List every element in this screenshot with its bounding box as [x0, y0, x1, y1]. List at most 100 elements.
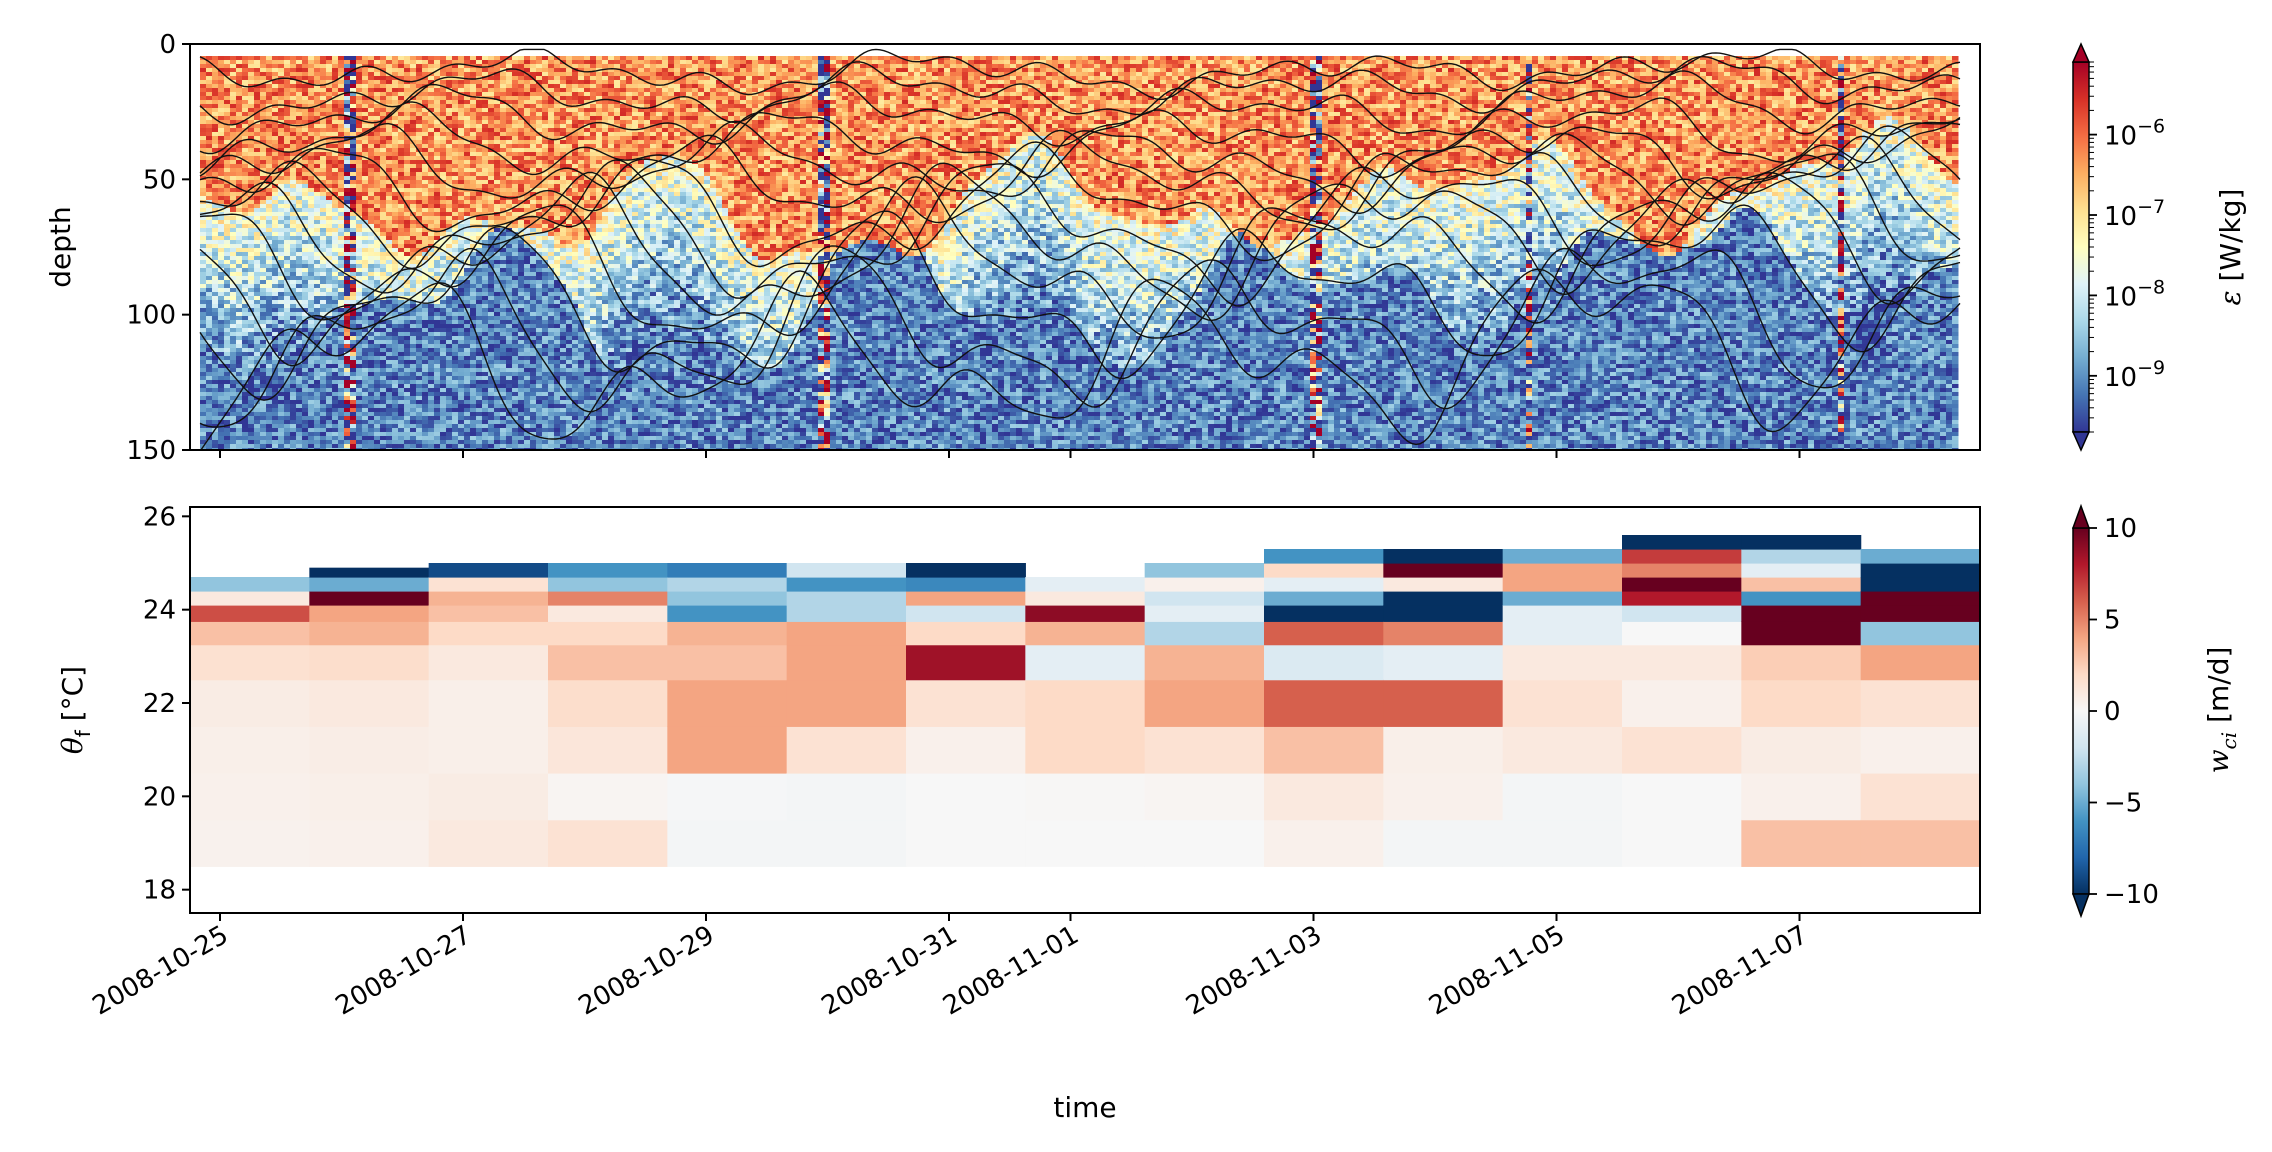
- epsilon-cell: [344, 248, 351, 253]
- epsilon-cell: [356, 184, 363, 189]
- epsilon-cell: [446, 356, 453, 361]
- epsilon-cell: [224, 416, 231, 421]
- epsilon-cell: [212, 192, 219, 197]
- epsilon-cell: [434, 100, 441, 105]
- epsilon-cell: [416, 412, 423, 417]
- epsilon-cell: [224, 420, 231, 425]
- epsilon-cell: [428, 428, 435, 433]
- epsilon-cell: [398, 244, 405, 249]
- epsilon-cell: [470, 380, 477, 385]
- epsilon-cell: [290, 180, 297, 185]
- epsilon-cell: [446, 164, 453, 169]
- epsilon-cell: [248, 288, 255, 293]
- epsilon-cell: [374, 440, 381, 445]
- epsilon-cell: [398, 372, 405, 377]
- epsilon-cell: [332, 252, 339, 257]
- epsilon-cell: [266, 432, 273, 437]
- epsilon-cell: [458, 276, 465, 281]
- epsilon-cell: [380, 388, 387, 393]
- epsilon-cell: [254, 352, 261, 357]
- epsilon-cell: [236, 232, 243, 237]
- epsilon-cell: [404, 356, 411, 361]
- epsilon-cell: [362, 200, 369, 205]
- epsilon-cell: [278, 72, 285, 77]
- epsilon-cell: [254, 212, 261, 217]
- epsilon-cell: [458, 384, 465, 389]
- epsilon-cell: [410, 104, 417, 109]
- epsilon-cell: [332, 200, 339, 205]
- epsilon-cell: [218, 444, 225, 449]
- epsilon-cell: [374, 352, 381, 357]
- epsilon-cell: [422, 192, 429, 197]
- epsilon-cell: [380, 76, 387, 81]
- epsilon-cell: [350, 100, 357, 105]
- epsilon-cell: [482, 324, 489, 329]
- epsilon-cell: [260, 276, 267, 281]
- epsilon-cell: [404, 152, 411, 157]
- epsilon-cell: [242, 244, 249, 249]
- epsilon-cell: [440, 288, 447, 293]
- epsilon-cell: [338, 116, 345, 121]
- epsilon-cell: [278, 324, 285, 329]
- epsilon-cell: [242, 308, 249, 313]
- epsilon-cell: [254, 444, 261, 449]
- epsilon-cell: [404, 420, 411, 425]
- epsilon-cell: [350, 436, 357, 441]
- epsilon-cell: [212, 216, 219, 221]
- epsilon-cell: [338, 336, 345, 341]
- epsilon-cell: [416, 56, 423, 61]
- epsilon-cell: [494, 288, 501, 293]
- epsilon-cell: [236, 108, 243, 113]
- epsilon-cell: [254, 272, 261, 277]
- epsilon-cell: [320, 76, 327, 81]
- epsilon-cell: [464, 356, 471, 361]
- epsilon-cell: [242, 280, 249, 285]
- epsilon-cell: [434, 88, 441, 93]
- epsilon-cell: [392, 380, 399, 385]
- epsilon-cell: [452, 140, 459, 145]
- epsilon-cell: [476, 352, 483, 357]
- epsilon-cell: [488, 196, 495, 201]
- epsilon-cell: [476, 428, 483, 433]
- epsilon-cell: [374, 348, 381, 353]
- epsilon-cell: [386, 356, 393, 361]
- epsilon-cell: [386, 408, 393, 413]
- epsilon-cell: [416, 188, 423, 193]
- epsilon-cell: [236, 300, 243, 305]
- epsilon-cell: [224, 320, 231, 325]
- epsilon-cell: [386, 168, 393, 173]
- epsilon-cell: [266, 96, 273, 101]
- epsilon-cell: [356, 260, 363, 265]
- epsilon-cell: [200, 324, 207, 329]
- epsilon-cell: [254, 96, 261, 101]
- epsilon-cell: [410, 176, 417, 181]
- epsilon-cell: [320, 172, 327, 177]
- epsilon-cell: [236, 68, 243, 73]
- epsilon-cell: [452, 72, 459, 77]
- epsilon-cell: [500, 144, 507, 149]
- epsilon-cell: [350, 316, 357, 321]
- epsilon-cell: [278, 128, 285, 133]
- epsilon-cell: [308, 268, 315, 273]
- epsilon-cell: [308, 192, 315, 197]
- epsilon-cell: [392, 340, 399, 345]
- epsilon-cell: [482, 172, 489, 177]
- epsilon-cell: [206, 96, 213, 101]
- epsilon-cell: [344, 196, 351, 201]
- epsilon-cell: [362, 256, 369, 261]
- epsilon-cell: [458, 420, 465, 425]
- epsilon-cell: [392, 300, 399, 305]
- epsilon-cell: [224, 400, 231, 405]
- epsilon-cell: [302, 384, 309, 389]
- epsilon-cell: [350, 244, 357, 249]
- epsilon-cell: [452, 264, 459, 269]
- epsilon-cell: [260, 292, 267, 297]
- epsilon-cell: [254, 284, 261, 289]
- epsilon-cell: [362, 244, 369, 249]
- epsilon-cell: [374, 208, 381, 213]
- epsilon-cell: [266, 404, 273, 409]
- epsilon-cell: [362, 260, 369, 265]
- epsilon-cell: [344, 256, 351, 261]
- epsilon-cell: [392, 60, 399, 65]
- epsilon-cell: [452, 108, 459, 113]
